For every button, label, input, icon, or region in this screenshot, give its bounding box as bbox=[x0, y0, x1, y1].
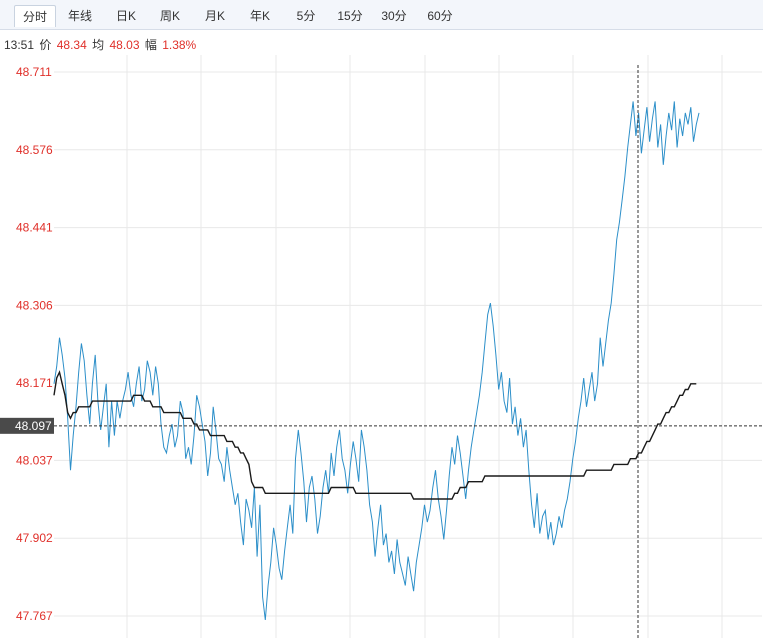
info-avg-label: 均 bbox=[92, 38, 105, 52]
y-tick-label: 48.576 bbox=[16, 143, 53, 157]
tab-fenshi[interactable]: 分时 bbox=[14, 5, 56, 27]
y-axis-labels: 48.711 48.576 48.441 48.306 48.171 48.037 47.9… bbox=[16, 65, 53, 623]
tab-60min[interactable]: 60分 bbox=[427, 9, 453, 23]
info-time: 13:51 bbox=[4, 38, 35, 52]
crosshair: 48.097 bbox=[0, 65, 762, 638]
y-tick-label: 48.171 bbox=[16, 376, 53, 390]
intraday-chart[interactable]: 48.711 48.576 48.441 48.306 48.171 48.037 47.9… bbox=[0, 55, 763, 638]
crosshair-value-label: 48.097 bbox=[15, 419, 52, 433]
y-tick-label: 47.902 bbox=[16, 531, 53, 545]
y-tick-label: 48.037 bbox=[16, 453, 53, 467]
chart-grid bbox=[54, 55, 762, 638]
tab-week-k[interactable]: 周K bbox=[159, 9, 180, 23]
tab-nianxian[interactable]: 年线 bbox=[67, 9, 92, 23]
tab-30min[interactable]: 30分 bbox=[381, 9, 407, 23]
info-range-value: 1.38% bbox=[162, 38, 197, 52]
quote-info-bar: 13:51 价 48.34 均 48.03 幅 1.38% bbox=[4, 37, 198, 53]
info-avg-value: 48.03 bbox=[109, 38, 140, 52]
tab-day-k[interactable]: 日K bbox=[115, 9, 136, 23]
tab-year-k[interactable]: 年K bbox=[249, 9, 270, 23]
info-price-value: 48.34 bbox=[56, 38, 87, 52]
info-range-label: 幅 bbox=[144, 38, 157, 52]
crosshair-value-box bbox=[0, 417, 54, 434]
y-tick-label: 48.441 bbox=[16, 221, 53, 235]
y-tick-label: 48.306 bbox=[16, 298, 53, 312]
info-price-label: 价 bbox=[39, 38, 52, 52]
tab-month-k[interactable]: 月K bbox=[204, 9, 225, 23]
y-tick-label: 48.711 bbox=[16, 65, 52, 79]
average-series-line bbox=[53, 370, 697, 500]
tab-5min[interactable]: 5分 bbox=[296, 9, 316, 23]
price-series-line bbox=[53, 101, 700, 621]
tab-15min[interactable]: 15分 bbox=[337, 9, 363, 23]
y-tick-label: 47.767 bbox=[16, 609, 53, 623]
period-tab-bar: 分时 年线 日K 周K 月K 年K 5分 15分 30分 60分 bbox=[0, 0, 763, 30]
